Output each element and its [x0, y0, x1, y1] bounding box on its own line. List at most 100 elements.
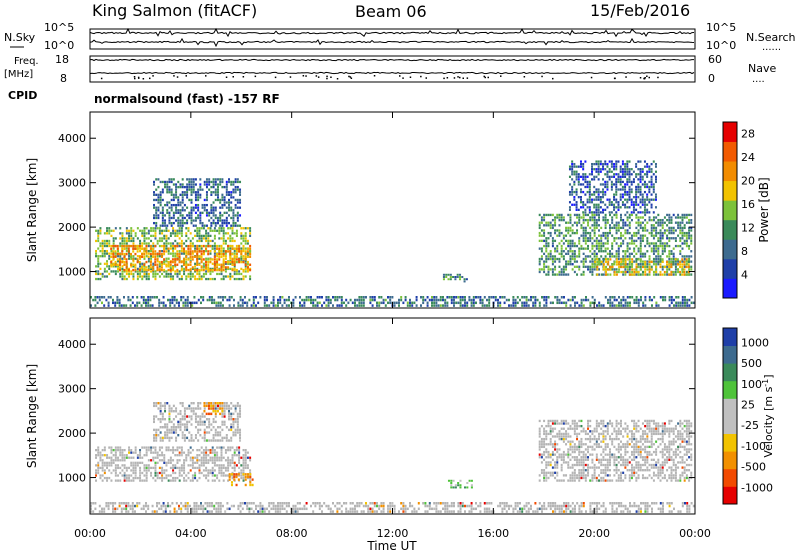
scatter-cell: [189, 469, 192, 472]
scatter-cell: [145, 268, 148, 272]
scatter-cell: [442, 296, 444, 299]
scatter-cell: [622, 258, 625, 261]
scatter-cell: [218, 232, 221, 235]
scatter-cell: [244, 237, 247, 240]
scatter-cell: [183, 428, 186, 432]
scatter-cell: [236, 412, 239, 416]
scatter-cell: [246, 252, 249, 255]
scatter-cell: [235, 448, 238, 452]
scatter-cell: [152, 466, 155, 470]
scatter-cell: [230, 180, 233, 184]
scatter-cell: [679, 273, 682, 276]
scatter-cell: [575, 201, 578, 204]
scatter-cell: [648, 211, 651, 214]
scatter-cell: [227, 247, 230, 250]
nave-dropout: [142, 78, 145, 80]
scatter-cell: [181, 431, 184, 434]
scatter-cell: [216, 216, 219, 220]
scatter-cell: [114, 260, 117, 264]
scatter-cell: [552, 301, 554, 305]
scatter-cell: [209, 239, 212, 243]
scatter-cell: [666, 263, 668, 266]
scatter-cell: [242, 456, 245, 459]
scatter-cell: [591, 257, 594, 261]
scatter-cell: [218, 469, 221, 472]
scatter-cell: [143, 466, 146, 470]
scatter-cell: [143, 255, 146, 258]
scatter-cell: [651, 304, 653, 307]
scatter-cell: [593, 218, 596, 222]
scatter-cell: [244, 483, 247, 487]
scatter-cell: [610, 180, 613, 184]
scatter-cell: [114, 446, 117, 449]
scatter-cell: [121, 257, 124, 260]
scatter-cell: [186, 206, 189, 209]
scatter-cell: [556, 435, 559, 438]
scatter-cell: [209, 244, 212, 248]
scatter-cell: [222, 234, 225, 238]
scatter-cell: [562, 257, 565, 261]
scatter-cell: [178, 454, 181, 457]
scatter-cell: [192, 180, 195, 184]
scatter-cell: [571, 162, 574, 166]
scatter-cell: [588, 180, 591, 184]
scatter-cell: [221, 402, 224, 405]
scatter-cell: [205, 456, 208, 459]
scatter-cell: [547, 265, 550, 268]
scatter-cell: [655, 244, 658, 248]
scatter-cell: [545, 476, 548, 480]
scatter-cell: [626, 160, 629, 163]
scatter-cell: [228, 203, 231, 207]
scatter-cell: [95, 265, 98, 268]
scatter-cell: [588, 188, 591, 191]
scatter-cell: [219, 198, 222, 202]
scatter-cell: [591, 244, 594, 248]
scatter-cell: [199, 183, 202, 186]
scatter-cell: [174, 263, 177, 266]
scatter-cell: [404, 298, 407, 302]
colorbar-swatch: [723, 200, 737, 221]
scatter-cell: [197, 404, 200, 408]
scatter-cell: [595, 239, 598, 243]
scatter-cell: [683, 242, 686, 245]
scatter-cell: [626, 263, 629, 266]
scatter-cell: [202, 234, 205, 238]
scatter-cell: [340, 304, 343, 307]
scatter-cell: [272, 301, 275, 305]
scatter-cell: [155, 224, 158, 227]
scatter-cell: [220, 255, 223, 258]
scatter-cell: [343, 301, 345, 305]
scatter-cell: [582, 263, 585, 266]
scatter-cell: [679, 250, 682, 253]
scatter-cell: [439, 298, 442, 302]
scatter-cell: [635, 188, 638, 191]
scatter-cell: [547, 453, 550, 456]
scatter-cell: [164, 219, 167, 222]
scatter-cell: [116, 301, 119, 305]
scatter-cell: [246, 456, 249, 459]
scatter-cell: [145, 471, 148, 475]
scatter-cell: [174, 244, 177, 248]
scatter-cell: [303, 301, 306, 305]
scatter-cell: [560, 218, 563, 222]
scatter-cell: [172, 275, 175, 278]
scatter-cell: [110, 270, 113, 273]
scatter-cell: [123, 476, 126, 480]
scatter-cell: [497, 298, 499, 302]
scatter-cell: [549, 257, 552, 261]
scatter-cell: [224, 257, 227, 260]
scatter-cell: [181, 415, 184, 418]
scatter-cell: [569, 239, 572, 243]
scatter-cell: [670, 296, 673, 299]
scatter-cell: [164, 304, 167, 307]
scatter-cell: [597, 208, 600, 211]
scatter-cell: [543, 224, 546, 227]
scatter-cell: [655, 226, 658, 230]
scatter-cell: [615, 185, 618, 189]
scatter-cell: [132, 456, 135, 459]
scatter-cell: [239, 188, 242, 191]
scatter-cell: [249, 474, 252, 477]
scatter-cell: [624, 173, 627, 176]
scatter-cell: [227, 267, 230, 271]
